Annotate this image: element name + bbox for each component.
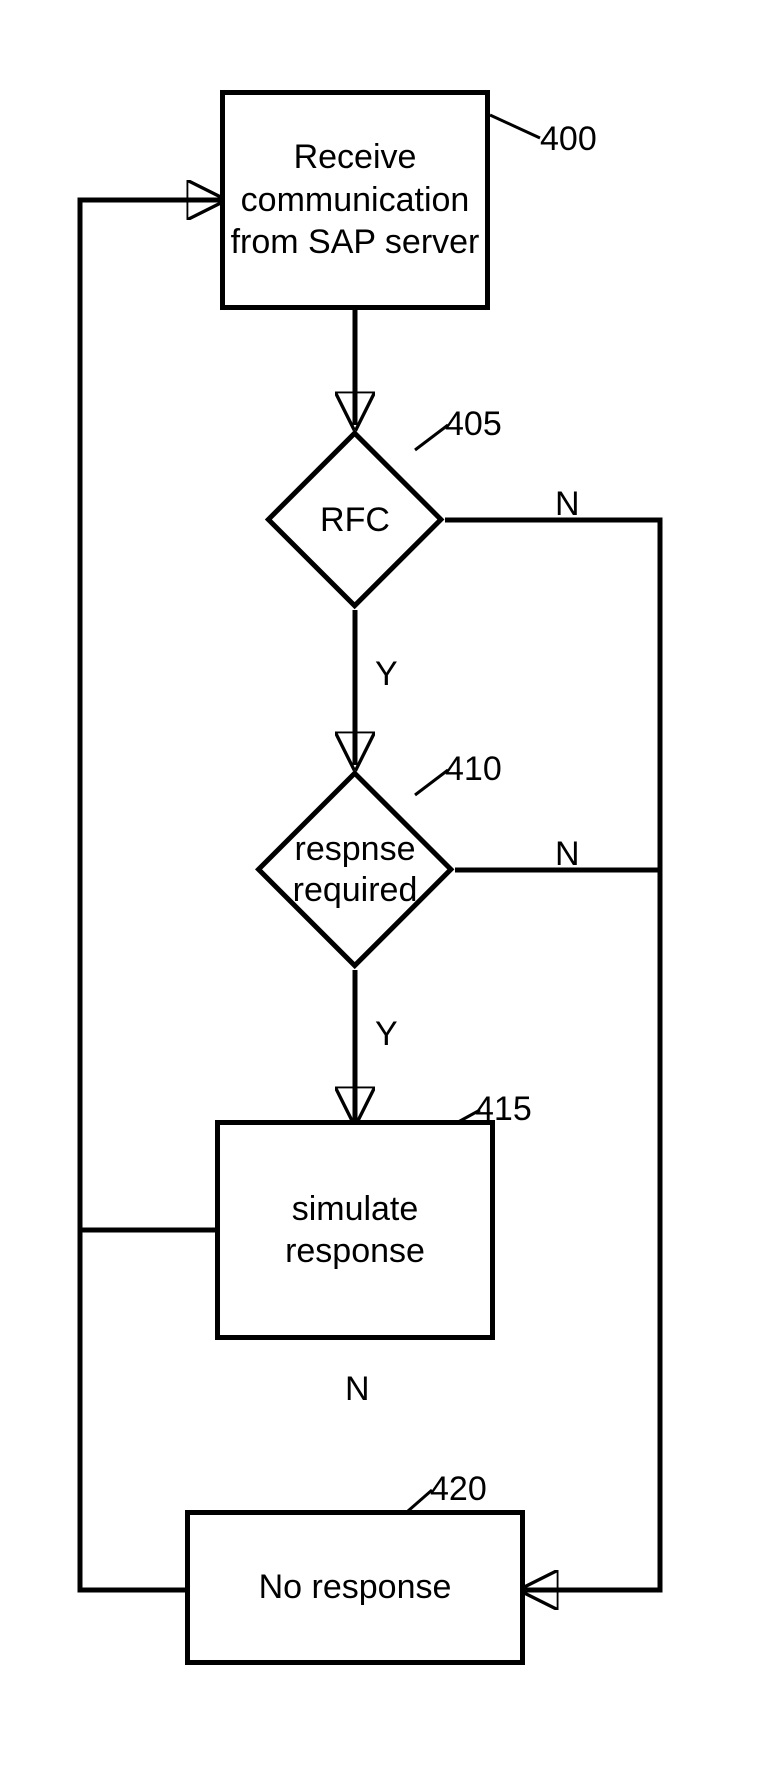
ref-label-400: 400 — [540, 120, 597, 159]
edge-label: Y — [375, 1015, 398, 1054]
flowchart-canvas: Receive communication from SAP server 400… — [0, 0, 782, 1767]
node-n415: simulate response — [215, 1120, 495, 1340]
extra-label: N — [345, 1370, 370, 1409]
node-text: No response — [259, 1566, 452, 1609]
edge-e7_back420 — [80, 1230, 185, 1590]
node-text: Receive communication from SAP server — [225, 136, 485, 264]
edge-e4_N1 — [445, 520, 660, 1590]
edge-e6_back415 — [80, 200, 220, 1230]
node-n410: respnse required — [284, 799, 425, 940]
node-n420: No response — [185, 1510, 525, 1665]
node-n400: Receive communication from SAP server — [220, 90, 490, 310]
node-text: simulate response — [220, 1188, 490, 1273]
node-n405: RFC — [291, 456, 418, 583]
node-text: respnse required — [255, 770, 455, 970]
edge-label: Y — [375, 655, 398, 694]
edge-label: N — [555, 485, 580, 524]
edge-label: N — [555, 835, 580, 874]
node-text: RFC — [265, 430, 445, 610]
ref-label-410: 410 — [445, 750, 502, 789]
leader-line — [490, 115, 540, 138]
ref-label-415: 415 — [475, 1090, 532, 1129]
ref-label-420: 420 — [430, 1470, 487, 1509]
ref-label-405: 405 — [445, 405, 502, 444]
